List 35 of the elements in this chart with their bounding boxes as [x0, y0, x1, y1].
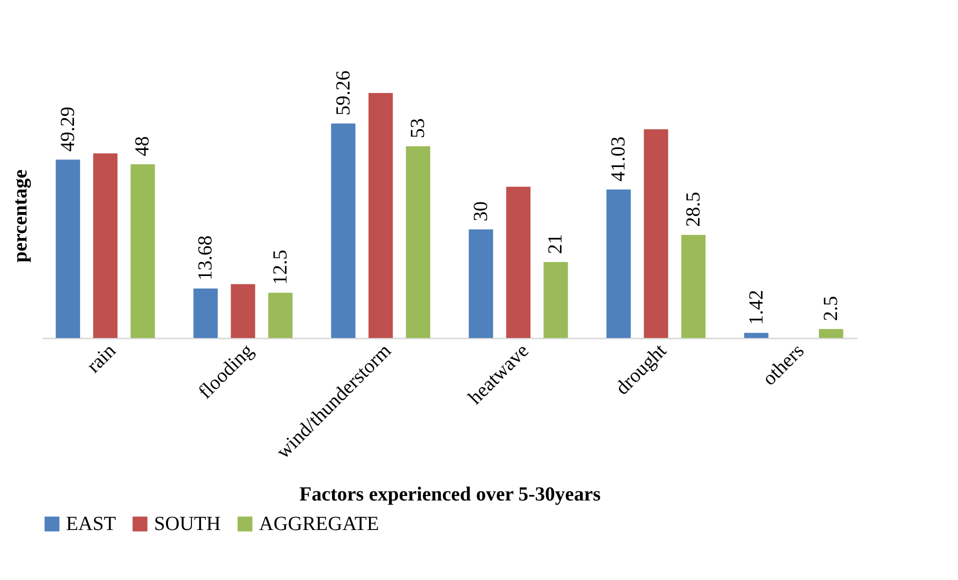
- bar: [606, 190, 631, 338]
- legend-label: AGGREGATE: [259, 513, 379, 535]
- x-tick-label: rain: [82, 340, 120, 378]
- bar: [56, 160, 80, 338]
- bar: [130, 164, 155, 338]
- data-label: 12.5: [269, 250, 292, 285]
- data-label: 13.68: [194, 235, 217, 280]
- legend-label: EAST: [66, 513, 116, 535]
- bar: [230, 284, 256, 338]
- data-label: 41.03: [608, 136, 630, 182]
- legend-label: SOUTH: [154, 513, 221, 535]
- data-label: 48: [132, 136, 154, 156]
- data-label: 49.29: [56, 106, 79, 152]
- bar: [331, 124, 356, 338]
- bar: [368, 93, 393, 338]
- data-label: 59.26: [332, 70, 354, 116]
- bar: [468, 229, 494, 338]
- data-label: 30: [470, 201, 492, 222]
- bar: [818, 328, 844, 338]
- bar: [544, 262, 568, 338]
- data-label: 1.42: [745, 290, 768, 325]
- data-label: 21: [544, 234, 567, 254]
- bar: [644, 129, 668, 338]
- data-label: 28.5: [682, 192, 704, 227]
- bar: [268, 292, 293, 338]
- bar: [406, 146, 430, 338]
- bar: [744, 332, 768, 338]
- data-label: 2.5: [820, 296, 842, 321]
- bar: [93, 153, 118, 338]
- bar: [193, 288, 218, 338]
- x-axis-title: Factors experienced over 5-30years: [299, 483, 601, 506]
- data-label: 53: [407, 118, 430, 138]
- bar: [681, 234, 706, 338]
- y-axis-title: percentage: [10, 169, 32, 262]
- bar: [506, 186, 530, 338]
